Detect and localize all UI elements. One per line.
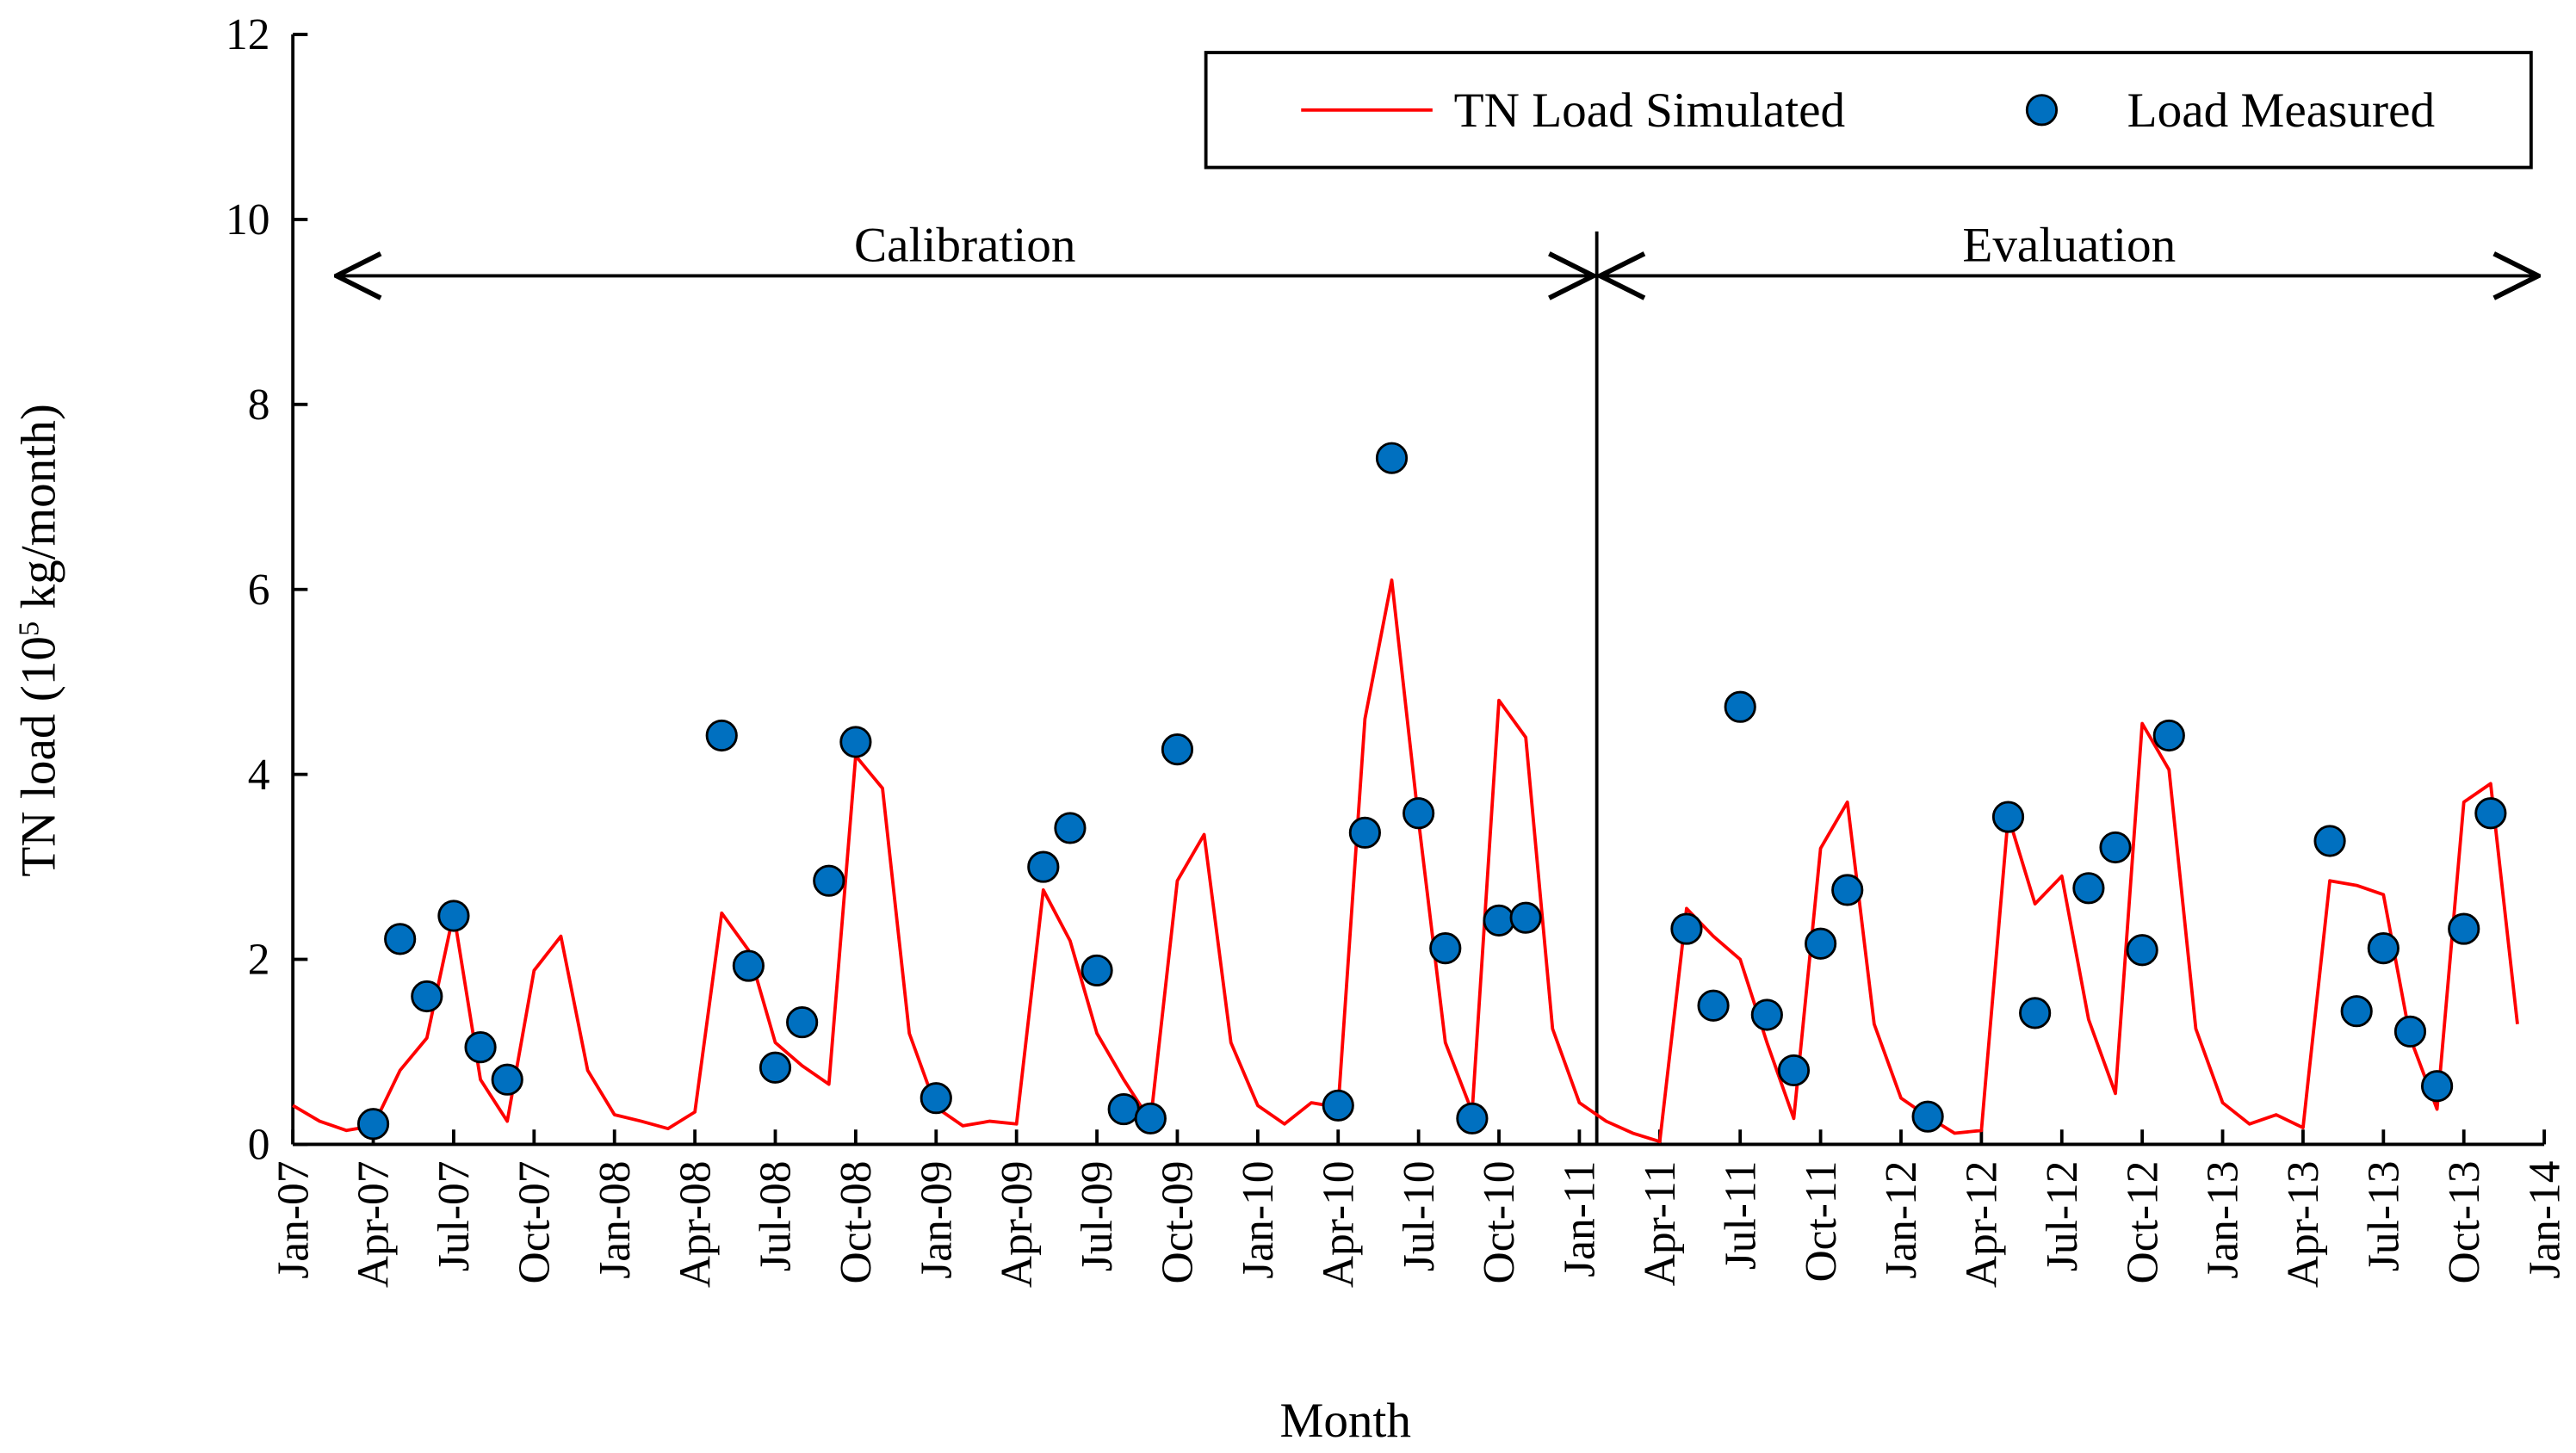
measured-point xyxy=(839,726,872,758)
x-tick-label: Apr-09 xyxy=(993,1160,1042,1288)
measured-point xyxy=(759,1051,792,1084)
y-tick-label: 4 xyxy=(248,751,270,800)
measured-point xyxy=(1456,1102,1489,1135)
measured-point xyxy=(2420,1070,2454,1103)
x-tick-label: Oct-10 xyxy=(1475,1160,1524,1283)
period-label: Evaluation xyxy=(1962,218,2176,272)
measured-point xyxy=(2474,797,2507,830)
measured-point xyxy=(384,923,417,955)
simulated-line xyxy=(292,578,2519,1144)
measured-point xyxy=(2072,872,2105,905)
measured-point xyxy=(1054,812,1087,844)
axes: 0 2 4 6 8 10 12 Jan-07 Apr-07 Jul-07 Oct-07 Jan-08 A… xyxy=(226,10,2569,1288)
x-tick-label: Jan-13 xyxy=(2199,1160,2248,1278)
measured-point xyxy=(491,1063,523,1096)
measured-point xyxy=(2126,934,2158,967)
measured-point xyxy=(1483,904,1515,937)
measured-point xyxy=(1509,901,1542,934)
x-tick-label: Apr-11 xyxy=(1636,1160,1685,1286)
y-tick-label: 10 xyxy=(226,195,269,244)
y-tick-label: 8 xyxy=(248,380,270,430)
measured-point xyxy=(920,1082,952,1115)
period-annotations: Calibration Evaluation xyxy=(337,218,2539,1145)
y-tick-label: 12 xyxy=(226,10,269,59)
x-tick-label: Jan-11 xyxy=(1556,1160,1605,1277)
x-tick-label: Apr-12 xyxy=(1958,1160,2007,1288)
y-axis-label: TN load (105 kg/month) xyxy=(12,404,66,877)
x-tick-label: Apr-07 xyxy=(350,1160,399,1288)
measured-point xyxy=(2152,719,2185,752)
x-tick-label: Apr-10 xyxy=(1314,1160,1363,1288)
x-tick-label: Jul-12 xyxy=(2038,1160,2087,1271)
measured-point xyxy=(1348,816,1381,849)
y-tick-label: 2 xyxy=(248,936,270,985)
measured-point xyxy=(2313,825,2346,857)
x-tick-label: Oct-12 xyxy=(2118,1160,2167,1283)
measured-point xyxy=(2448,912,2480,945)
x-tick-label: Jul-09 xyxy=(1073,1160,1122,1271)
measured-point xyxy=(1724,690,1756,723)
measured-point xyxy=(437,900,470,932)
x-tick-label: Oct-09 xyxy=(1154,1160,1203,1283)
x-tick-label: Oct-07 xyxy=(510,1160,559,1283)
measured-point xyxy=(356,1108,390,1141)
x-tick-label: Apr-08 xyxy=(671,1160,720,1288)
measured-point xyxy=(1804,927,1837,960)
measured-point xyxy=(1670,912,1703,945)
y-tick-label: 6 xyxy=(248,566,270,615)
x-tick-label: Jul-08 xyxy=(752,1160,801,1271)
measured-point xyxy=(705,719,738,752)
legend-simulated-label: TN Load Simulated xyxy=(1454,83,1845,138)
x-axis-label: Month xyxy=(1279,1394,1411,1448)
measured-point xyxy=(1322,1089,1354,1122)
measured-point xyxy=(1107,1092,1140,1126)
measured-point xyxy=(1161,733,1194,766)
x-tick-label: Oct-08 xyxy=(832,1160,881,1283)
x-tick-label: Jul-13 xyxy=(2360,1160,2409,1271)
measured-point xyxy=(1750,999,1783,1031)
measured-point xyxy=(786,1005,819,1039)
measured-point xyxy=(1991,801,2025,833)
x-tick-label: Jul-11 xyxy=(1716,1160,1765,1270)
measured-point xyxy=(732,949,765,982)
x-tick-label: Jan-14 xyxy=(2520,1160,2569,1278)
x-tick-label: Jul-07 xyxy=(430,1160,479,1271)
y-tick-label: 0 xyxy=(248,1121,270,1170)
x-tick-label: Jan-07 xyxy=(269,1160,318,1278)
measured-point xyxy=(1429,932,1462,965)
x-tick-label: Jan-08 xyxy=(591,1160,640,1278)
plot-area xyxy=(292,442,2519,1144)
measured-point xyxy=(1911,1100,1944,1133)
x-tick-label: Jan-10 xyxy=(1234,1160,1283,1278)
x-tick-label: Jan-09 xyxy=(912,1160,961,1278)
measured-point xyxy=(464,1031,497,1064)
measured-point xyxy=(1375,442,1409,474)
legend-box xyxy=(1204,51,2533,170)
period-label: Calibration xyxy=(854,218,1075,272)
measured-point xyxy=(411,980,443,1013)
measured-point xyxy=(1403,797,1435,830)
measured-point xyxy=(2099,831,2132,864)
legend-measured-label: Load Measured xyxy=(2127,83,2435,138)
measured-point xyxy=(2393,1015,2427,1048)
measured-point xyxy=(2019,997,2052,1029)
measured-point xyxy=(1697,989,1730,1022)
x-tick-label: Jan-12 xyxy=(1877,1160,1926,1278)
measured-point xyxy=(2340,995,2373,1028)
x-tick-label: Oct-11 xyxy=(1797,1160,1846,1282)
measured-point xyxy=(2367,932,2400,965)
measured-point xyxy=(1081,954,1113,987)
x-tick-label: Jul-10 xyxy=(1395,1160,1444,1271)
measured-point xyxy=(1777,1054,1811,1087)
measured-point xyxy=(1134,1102,1167,1135)
x-tick-label: Apr-13 xyxy=(2279,1160,2328,1288)
x-tick-label: Oct-13 xyxy=(2440,1160,2489,1283)
measured-point xyxy=(813,864,845,897)
measured-point xyxy=(1831,874,1864,906)
legend: TN Load Simulated Load Measured xyxy=(1204,51,2533,170)
measured-point xyxy=(1027,850,1060,883)
legend-marker-swatch xyxy=(2025,94,2059,127)
